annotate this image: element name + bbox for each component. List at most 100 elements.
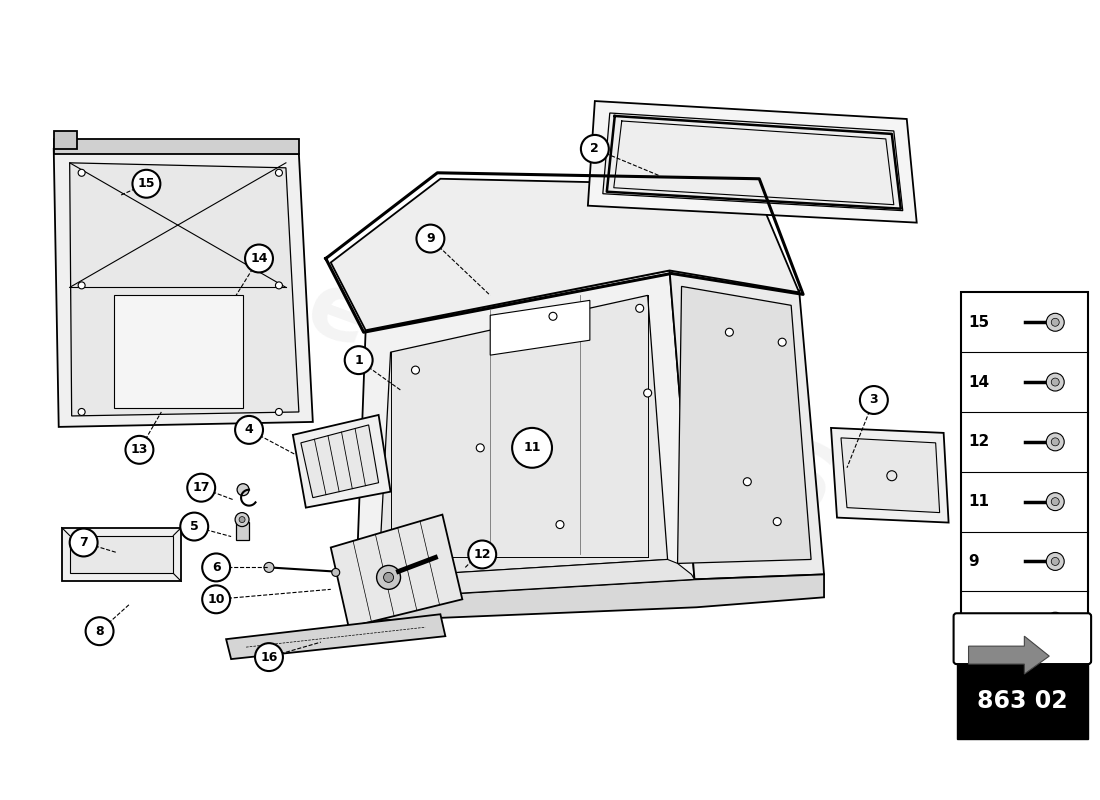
Circle shape	[1052, 378, 1059, 386]
Circle shape	[773, 518, 781, 526]
Polygon shape	[331, 178, 799, 330]
Circle shape	[125, 436, 153, 464]
Polygon shape	[678, 286, 811, 563]
Polygon shape	[355, 270, 694, 599]
Circle shape	[1052, 498, 1059, 506]
Circle shape	[245, 245, 273, 273]
Circle shape	[180, 513, 208, 541]
Text: 12: 12	[968, 434, 990, 450]
Circle shape	[556, 521, 564, 529]
Circle shape	[1046, 553, 1064, 570]
Text: 16: 16	[261, 650, 277, 664]
Circle shape	[860, 386, 888, 414]
Polygon shape	[54, 131, 77, 149]
Polygon shape	[69, 163, 299, 416]
Text: 11: 11	[968, 494, 990, 509]
Text: 8: 8	[96, 625, 103, 638]
Circle shape	[132, 170, 161, 198]
Polygon shape	[355, 559, 694, 599]
Circle shape	[235, 513, 249, 526]
Polygon shape	[830, 428, 948, 522]
Polygon shape	[236, 522, 249, 539]
Circle shape	[513, 428, 552, 468]
Polygon shape	[491, 300, 590, 355]
Polygon shape	[670, 270, 824, 579]
Circle shape	[644, 389, 651, 397]
Circle shape	[1052, 558, 1059, 566]
Text: 9: 9	[426, 232, 434, 245]
Polygon shape	[113, 295, 243, 408]
Text: 14: 14	[251, 252, 267, 265]
Circle shape	[1052, 318, 1059, 326]
Circle shape	[86, 618, 113, 645]
Circle shape	[239, 517, 245, 522]
Circle shape	[581, 135, 608, 163]
Circle shape	[744, 478, 751, 486]
Circle shape	[476, 444, 484, 452]
Text: 15: 15	[968, 314, 990, 330]
Circle shape	[725, 328, 734, 336]
Circle shape	[78, 282, 85, 289]
Polygon shape	[587, 101, 916, 222]
Text: 1: 1	[354, 354, 363, 366]
Polygon shape	[842, 438, 939, 513]
Circle shape	[384, 572, 394, 582]
Text: 863 02: 863 02	[977, 690, 1068, 714]
Circle shape	[1046, 373, 1064, 391]
Circle shape	[78, 170, 85, 176]
Polygon shape	[355, 574, 824, 622]
Text: 10: 10	[208, 593, 224, 606]
Circle shape	[778, 338, 786, 346]
Circle shape	[1046, 612, 1064, 630]
Text: 15: 15	[138, 178, 155, 190]
Bar	[960, 292, 1088, 651]
Polygon shape	[301, 425, 378, 498]
Circle shape	[1052, 618, 1059, 626]
Circle shape	[264, 562, 274, 572]
Text: 6: 6	[212, 561, 220, 574]
Circle shape	[344, 346, 373, 374]
Circle shape	[636, 304, 644, 312]
Circle shape	[202, 554, 230, 582]
FancyBboxPatch shape	[954, 614, 1091, 664]
Polygon shape	[69, 535, 174, 574]
Text: 12: 12	[473, 548, 491, 561]
Circle shape	[1046, 433, 1064, 451]
Circle shape	[255, 643, 283, 671]
Polygon shape	[968, 636, 1049, 674]
Circle shape	[275, 170, 283, 176]
Text: 13: 13	[131, 443, 149, 456]
Circle shape	[235, 416, 263, 444]
Circle shape	[411, 366, 419, 374]
Circle shape	[1046, 493, 1064, 510]
Circle shape	[78, 409, 85, 415]
Circle shape	[1046, 314, 1064, 331]
Text: 5: 5	[190, 520, 199, 533]
Polygon shape	[62, 527, 182, 582]
Circle shape	[202, 586, 230, 614]
Circle shape	[417, 225, 444, 253]
Polygon shape	[331, 514, 462, 627]
Text: 14: 14	[968, 374, 990, 390]
Text: euroPARES: euroPARES	[294, 264, 846, 536]
Circle shape	[469, 541, 496, 569]
Circle shape	[69, 529, 98, 557]
Polygon shape	[378, 295, 668, 578]
Circle shape	[1052, 438, 1059, 446]
Polygon shape	[54, 149, 312, 427]
Polygon shape	[293, 415, 390, 508]
Text: 7: 7	[79, 536, 88, 549]
Circle shape	[275, 409, 283, 415]
Text: a passion for motoring since 1985: a passion for motoring since 1985	[384, 441, 657, 554]
Bar	[957, 664, 1088, 739]
Polygon shape	[603, 113, 903, 210]
Circle shape	[275, 282, 283, 289]
Text: 9: 9	[968, 554, 979, 569]
Text: 3: 3	[870, 394, 878, 406]
Circle shape	[549, 312, 557, 320]
Text: 2: 2	[591, 142, 600, 155]
Circle shape	[187, 474, 216, 502]
Circle shape	[376, 566, 400, 590]
Text: 17: 17	[192, 481, 210, 494]
Polygon shape	[54, 139, 299, 154]
